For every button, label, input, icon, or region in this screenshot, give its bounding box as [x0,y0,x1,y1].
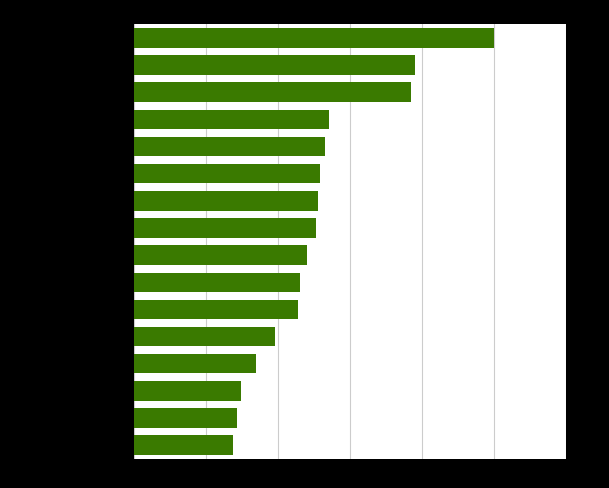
Bar [134,218,315,238]
Bar [134,435,233,455]
Bar [134,82,412,102]
Bar [134,354,256,373]
Bar [134,110,329,129]
Bar [134,28,495,48]
Bar [134,137,325,156]
Bar [134,327,275,346]
Bar [134,300,298,319]
Bar [134,164,320,183]
Bar [134,408,237,428]
Bar [134,381,241,401]
Bar [134,272,300,292]
Bar [134,191,318,211]
Bar [134,245,307,265]
Bar [134,55,415,75]
